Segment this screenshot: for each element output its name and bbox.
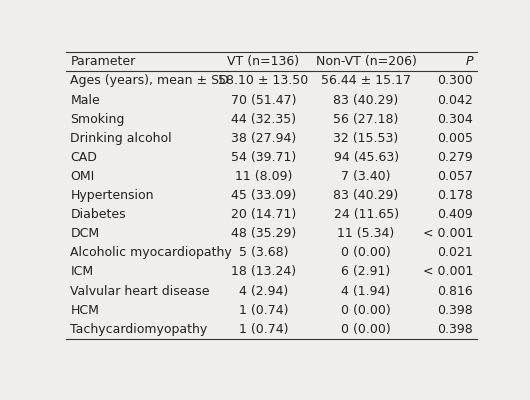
Text: OMI: OMI	[70, 170, 95, 183]
Text: 11 (5.34): 11 (5.34)	[338, 227, 395, 240]
Text: 56 (27.18): 56 (27.18)	[333, 113, 399, 126]
Text: < 0.001: < 0.001	[422, 266, 473, 278]
Text: 54 (39.71): 54 (39.71)	[231, 151, 296, 164]
Text: 0.178: 0.178	[437, 189, 473, 202]
Text: Tachycardiomyopathy: Tachycardiomyopathy	[70, 323, 208, 336]
Text: 32 (15.53): 32 (15.53)	[333, 132, 399, 145]
Text: Hypertension: Hypertension	[70, 189, 154, 202]
Text: 20 (14.71): 20 (14.71)	[231, 208, 296, 221]
Text: P: P	[465, 55, 473, 68]
Text: 38 (27.94): 38 (27.94)	[231, 132, 296, 145]
Text: Smoking: Smoking	[70, 113, 125, 126]
Text: 45 (33.09): 45 (33.09)	[231, 189, 296, 202]
Text: 11 (8.09): 11 (8.09)	[235, 170, 292, 183]
Text: Parameter: Parameter	[70, 55, 136, 68]
Text: 0.409: 0.409	[437, 208, 473, 221]
Text: 56.44 ± 15.17: 56.44 ± 15.17	[321, 74, 411, 88]
Text: Non-VT (n=206): Non-VT (n=206)	[316, 55, 417, 68]
Text: 6 (2.91): 6 (2.91)	[341, 266, 391, 278]
Text: 83 (40.29): 83 (40.29)	[333, 94, 399, 106]
Text: Alcoholic myocardiopathy: Alcoholic myocardiopathy	[70, 246, 232, 259]
Text: ICM: ICM	[70, 266, 93, 278]
Text: 1 (0.74): 1 (0.74)	[238, 323, 288, 336]
Text: Male: Male	[70, 94, 100, 106]
Text: 0.057: 0.057	[437, 170, 473, 183]
Text: Ages (years), mean ± SD: Ages (years), mean ± SD	[70, 74, 229, 88]
Text: 0 (0.00): 0 (0.00)	[341, 323, 391, 336]
Text: 70 (51.47): 70 (51.47)	[231, 94, 296, 106]
Text: Valvular heart disease: Valvular heart disease	[70, 284, 210, 298]
Text: VT (n=136): VT (n=136)	[227, 55, 299, 68]
Text: 0.816: 0.816	[437, 284, 473, 298]
Text: 0.005: 0.005	[437, 132, 473, 145]
Text: 7 (3.40): 7 (3.40)	[341, 170, 391, 183]
Text: 58.10 ± 13.50: 58.10 ± 13.50	[218, 74, 308, 88]
Text: 0.021: 0.021	[437, 246, 473, 259]
Text: 44 (32.35): 44 (32.35)	[231, 113, 296, 126]
Text: 4 (2.94): 4 (2.94)	[239, 284, 288, 298]
Text: 0.300: 0.300	[437, 74, 473, 88]
Text: 0.398: 0.398	[437, 304, 473, 317]
Text: 18 (13.24): 18 (13.24)	[231, 266, 296, 278]
Text: 0.304: 0.304	[437, 113, 473, 126]
Text: 94 (45.63): 94 (45.63)	[333, 151, 399, 164]
Text: 0.279: 0.279	[437, 151, 473, 164]
Text: DCM: DCM	[70, 227, 100, 240]
Text: Diabetes: Diabetes	[70, 208, 126, 221]
Text: < 0.001: < 0.001	[422, 227, 473, 240]
Text: 4 (1.94): 4 (1.94)	[341, 284, 391, 298]
Text: 83 (40.29): 83 (40.29)	[333, 189, 399, 202]
Text: 5 (3.68): 5 (3.68)	[238, 246, 288, 259]
Text: Drinking alcohol: Drinking alcohol	[70, 132, 172, 145]
Text: HCM: HCM	[70, 304, 99, 317]
Text: 0.398: 0.398	[437, 323, 473, 336]
Text: 1 (0.74): 1 (0.74)	[238, 304, 288, 317]
Text: 24 (11.65): 24 (11.65)	[333, 208, 399, 221]
Text: CAD: CAD	[70, 151, 97, 164]
Text: 0 (0.00): 0 (0.00)	[341, 246, 391, 259]
Text: 0 (0.00): 0 (0.00)	[341, 304, 391, 317]
Text: 48 (35.29): 48 (35.29)	[231, 227, 296, 240]
Text: 0.042: 0.042	[437, 94, 473, 106]
